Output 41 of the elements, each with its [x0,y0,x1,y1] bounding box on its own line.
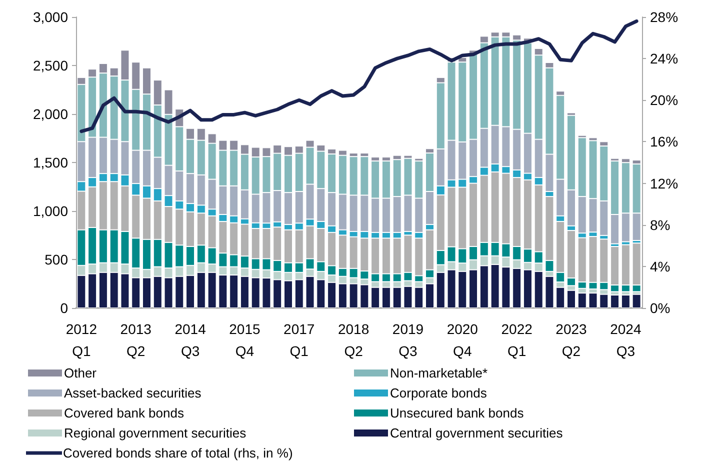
x-tick-label: 2024 Q3 [610,321,642,359]
y2-tick-label: 28% [650,9,678,25]
y2-tick-label: 16% [650,134,678,150]
x-tick-label: 2018 Q2 [338,321,370,359]
y-tick-label: 0 [60,300,68,316]
legend-label: Unsecured bank bonds [390,406,524,420]
y2-tick-label: 0% [650,300,670,316]
legend-label: Regional government securities [64,426,247,440]
x-tick-label: 2020 Q4 [446,321,478,359]
legend-label: Other [64,366,98,380]
legend-label: Central government securities [390,426,564,440]
y2-tick-label: 20% [650,92,678,108]
bar [621,295,630,308]
bar [610,295,620,308]
y-tick-label: 3,000 [32,9,68,25]
x-tick-label: 2019 Q3 [392,321,424,359]
legend-label: Corporate bonds [390,386,488,400]
y-tick-label: 2,000 [32,106,68,122]
bar [588,293,598,308]
y-tick-label: 500 [44,252,68,268]
x-tick-label: 2013 Q2 [120,321,152,359]
y2-tick-label: 12% [650,175,678,192]
x-tick-label: 2022 Q1 [501,321,533,359]
y-tick-label: 1,000 [32,203,68,219]
x-tick-label: 2012 Q1 [66,321,98,359]
legend-label: Asset-backed securities [64,386,202,400]
bar [632,294,641,308]
x-tick-label: 2023 Q2 [556,321,588,359]
x-tick-label: 2017 Q1 [284,321,315,359]
y-tick-label: 2,500 [32,58,68,74]
y2-tick-label: 4% [650,258,670,274]
legend-label: Non-marketable* [390,366,488,380]
x-tick-label: 2014 Q3 [174,321,206,359]
bar [567,290,576,308]
line-series [80,19,638,134]
x-tick-label: 2015 Q4 [229,321,260,359]
y2-tick-label: 8% [650,216,670,233]
legend-label: Covered bank bonds [64,406,184,420]
y2-tick-label: 24% [650,50,678,67]
y-tick-label: 1,500 [32,154,68,170]
legend-label: Covered bonds share of total (rhs, in %) [63,446,293,460]
